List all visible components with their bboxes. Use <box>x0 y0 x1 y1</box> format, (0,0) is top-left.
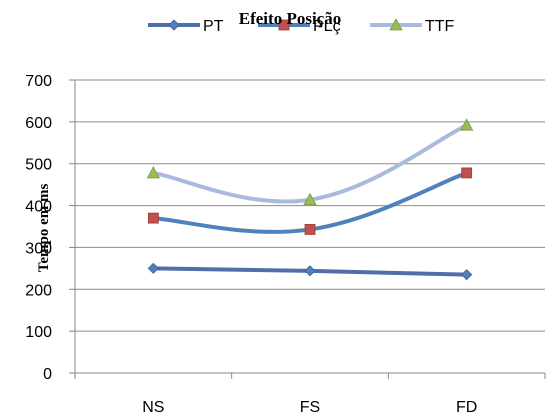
legend-label: PLç <box>313 18 341 35</box>
x-tick-labels: NS FS FD <box>74 373 546 414</box>
legend-item: PT <box>148 18 224 35</box>
series-pt <box>147 262 473 281</box>
series-plç <box>147 167 473 235</box>
x-tick-label: FD <box>456 399 477 414</box>
data-point <box>304 265 316 277</box>
data-point <box>459 118 474 131</box>
legend-label: TTF <box>425 18 455 35</box>
y-tick-label: 700 <box>25 73 52 90</box>
x-tick-label: FS <box>300 399 320 414</box>
y-tick-label: 300 <box>25 240 52 257</box>
x-tick-label: NS <box>142 399 164 414</box>
legend: PT PLç TTF <box>148 18 455 35</box>
legend-label: PT <box>203 18 224 35</box>
series-lines <box>146 118 474 281</box>
data-point <box>304 224 316 235</box>
gridlines <box>69 79 545 374</box>
y-tick-label: 600 <box>25 115 52 132</box>
y-axis-label: Tempo em ms <box>36 184 52 273</box>
data-point <box>147 262 159 274</box>
y-tick-label: 0 <box>43 366 52 383</box>
y-tick-label: 100 <box>25 324 52 341</box>
data-point <box>461 167 473 179</box>
y-tick-label: 500 <box>25 157 52 174</box>
chart-title: Efeito Posição <box>239 9 341 28</box>
axes <box>74 80 545 374</box>
y-tick-labels: 0 100 200 300 400 500 600 700 <box>25 73 52 383</box>
data-point <box>147 212 159 224</box>
data-point <box>146 166 161 179</box>
series-ttf <box>146 118 474 206</box>
y-tick-label: 200 <box>25 282 52 299</box>
legend-marker <box>168 19 180 31</box>
data-point <box>461 269 473 281</box>
legend-marker <box>278 19 290 31</box>
data-point <box>303 192 317 206</box>
legend-marker <box>389 18 403 31</box>
legend-item: PLç <box>258 18 341 35</box>
legend-item: TTF <box>370 18 455 35</box>
y-tick-label: 400 <box>25 199 52 216</box>
